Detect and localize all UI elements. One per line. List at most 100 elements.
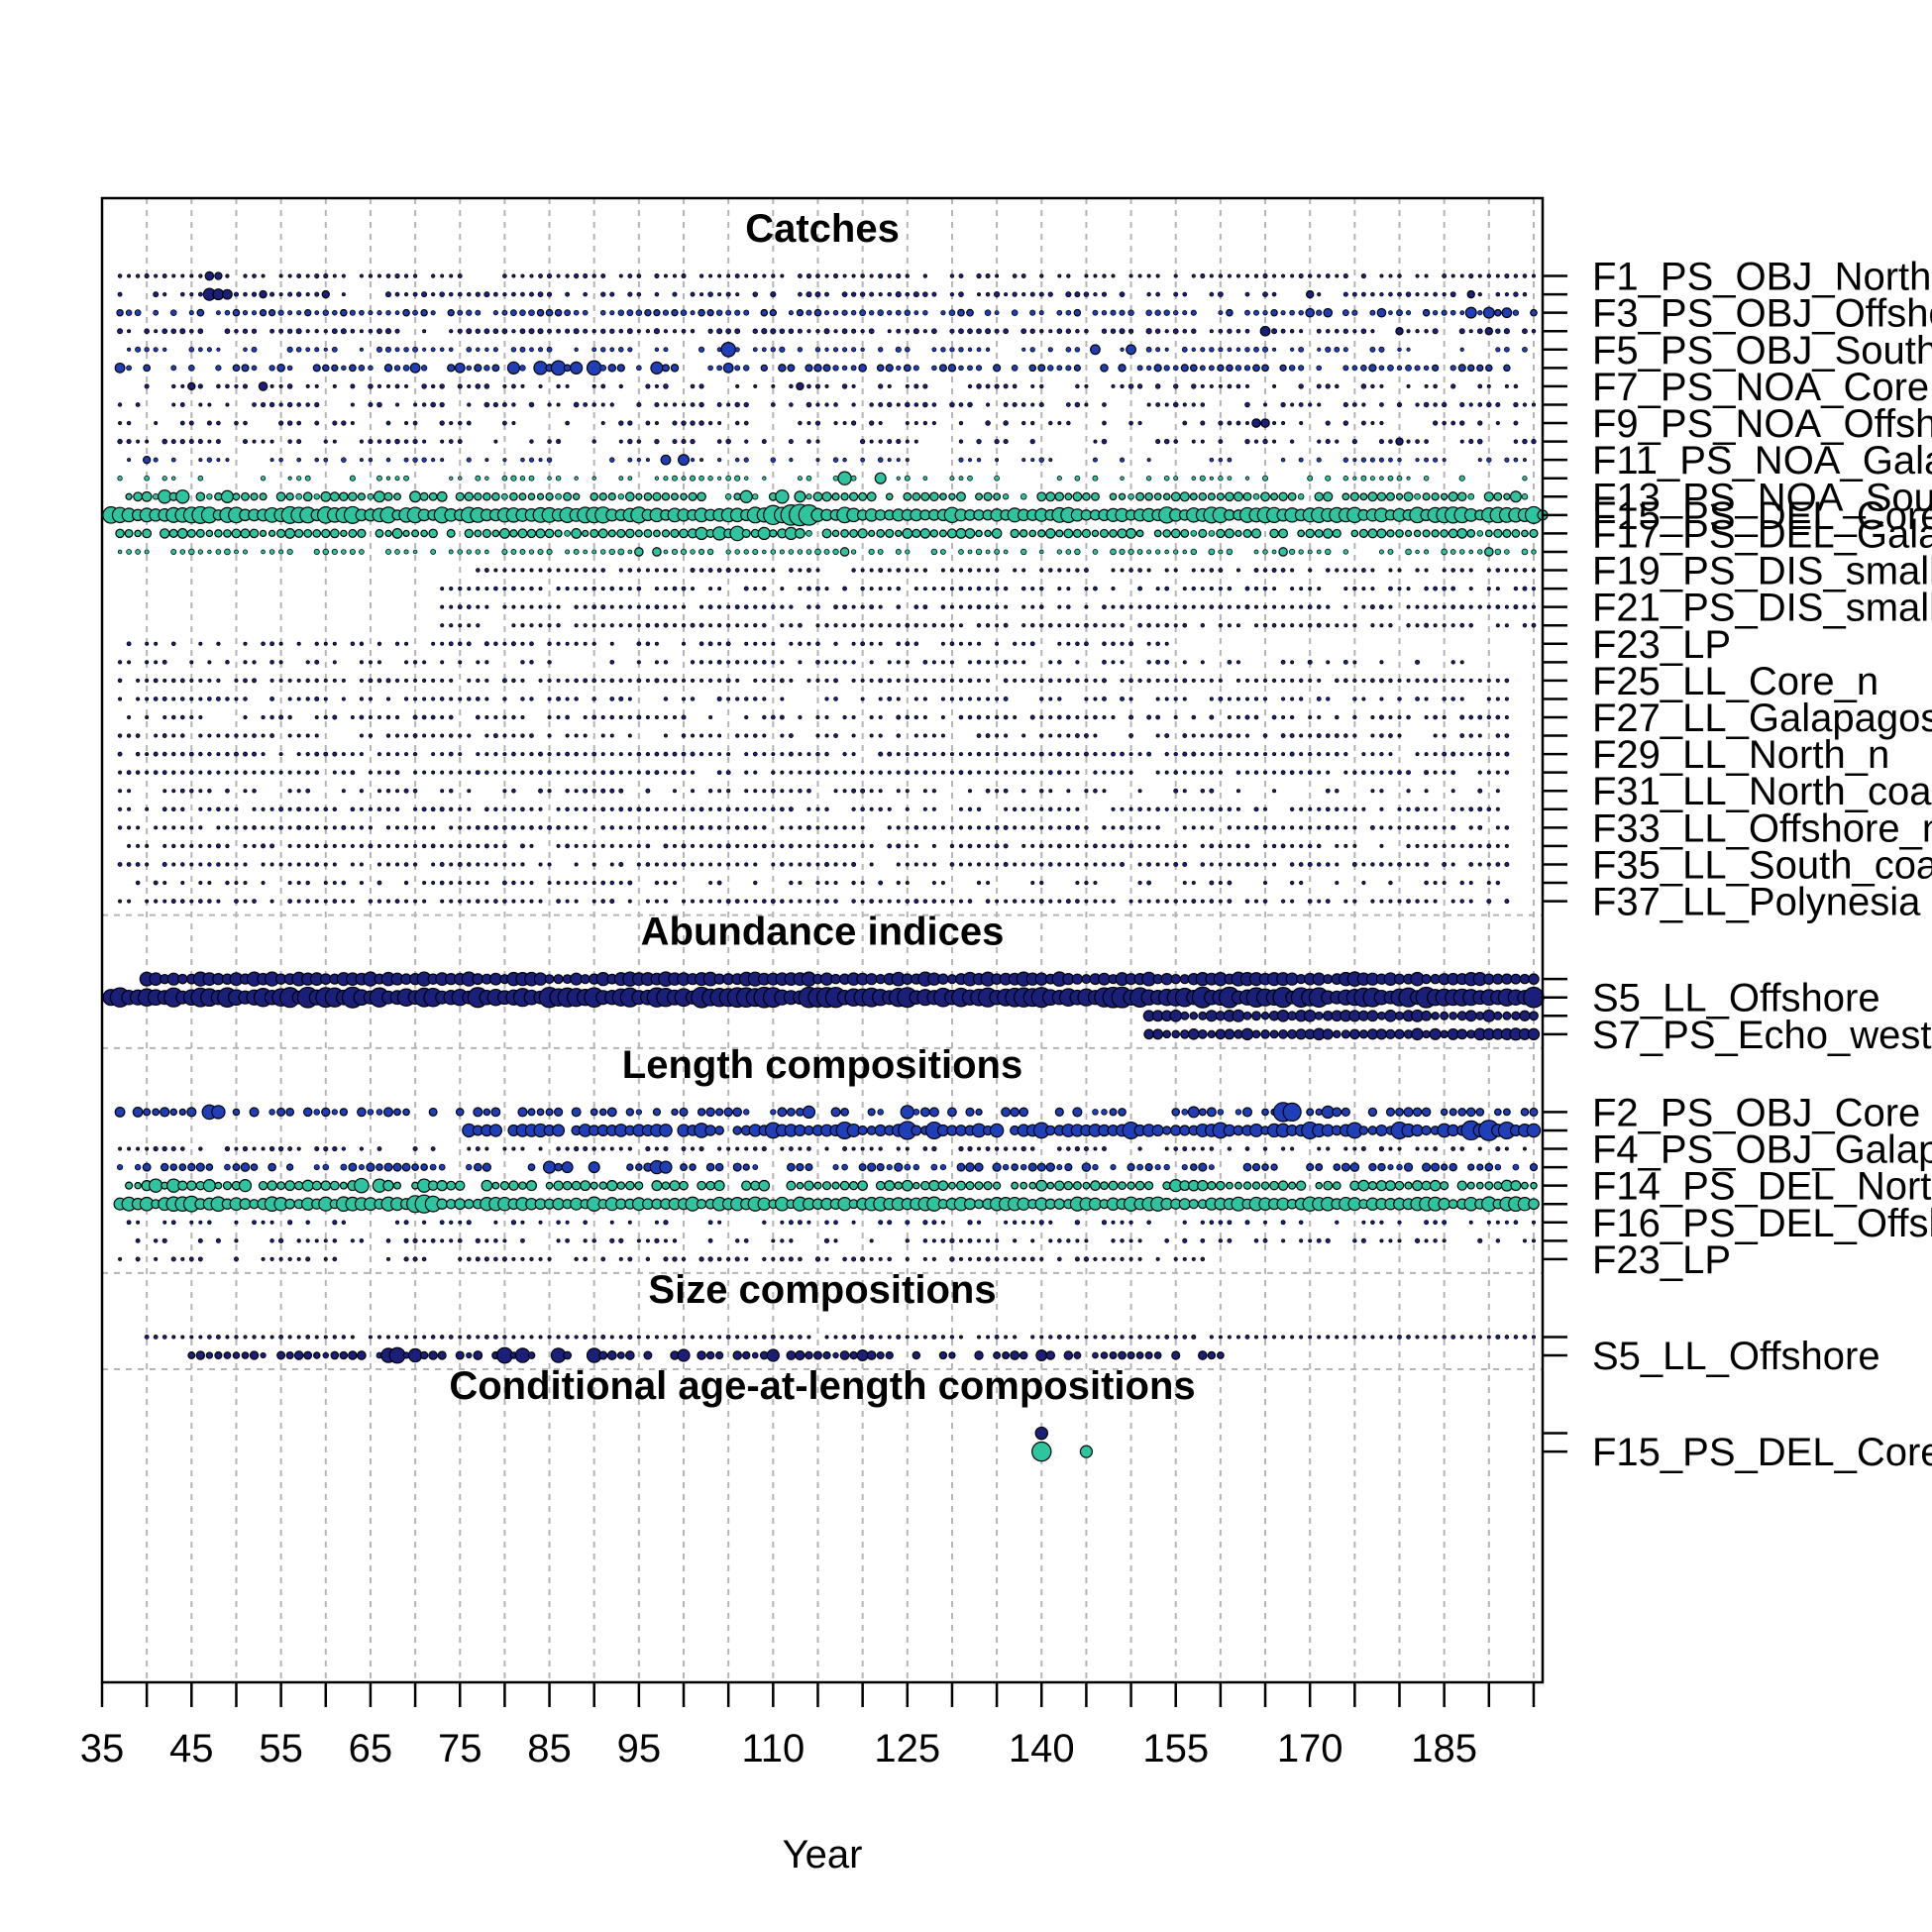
data-point [547, 568, 552, 573]
data-point [744, 1146, 749, 1151]
data-point [1422, 1029, 1431, 1039]
data-point [1387, 549, 1394, 555]
data-point [1101, 438, 1108, 445]
data-point [717, 678, 722, 684]
data-point [654, 291, 660, 297]
data-point [1467, 1163, 1475, 1171]
data-point [842, 273, 847, 278]
data-point [626, 1163, 634, 1171]
data-point [707, 476, 713, 482]
data-point [547, 733, 552, 738]
data-point [394, 549, 400, 555]
data-point [1377, 1011, 1386, 1020]
data-point [493, 806, 498, 811]
data-point [529, 806, 534, 811]
data-point [252, 273, 257, 278]
data-point [1450, 806, 1455, 812]
data-point [947, 1107, 957, 1118]
data-point [1154, 383, 1161, 389]
data-point [1442, 604, 1447, 609]
data-point [654, 660, 659, 665]
data-point [1146, 862, 1152, 867]
data-point [940, 770, 945, 775]
data-point [421, 402, 427, 407]
data-point [1433, 623, 1438, 628]
data-point [224, 548, 231, 556]
data-point [931, 678, 936, 683]
data-point [458, 843, 463, 848]
data-point [421, 714, 427, 720]
data-point [1484, 529, 1493, 538]
data-point [215, 549, 222, 555]
data-point [1433, 402, 1438, 407]
data-point [1299, 733, 1304, 738]
data-point [223, 529, 232, 538]
data-point [869, 604, 875, 610]
data-point [135, 770, 141, 775]
data-point [243, 862, 248, 867]
data-point [681, 439, 687, 445]
data-point [574, 843, 579, 848]
data-point [627, 549, 633, 555]
data-point [940, 715, 945, 720]
data-point [502, 899, 507, 904]
data-point [896, 458, 901, 463]
data-point [180, 825, 185, 830]
data-point [153, 347, 159, 353]
data-point [1084, 880, 1089, 886]
data-point [1406, 806, 1411, 812]
data-point [574, 697, 579, 701]
data-point [851, 660, 856, 665]
data-point [627, 347, 633, 353]
data-point [546, 457, 553, 463]
data-point [913, 843, 918, 848]
data-point [1450, 697, 1455, 701]
data-point [1209, 825, 1214, 830]
data-point [789, 383, 794, 389]
data-point [1308, 733, 1313, 738]
data-point [580, 1180, 591, 1192]
data-point [1244, 697, 1249, 701]
data-point [1004, 806, 1009, 811]
data-point [1180, 1029, 1190, 1039]
data-point [1367, 528, 1378, 539]
data-point [1343, 568, 1348, 573]
data-point [565, 678, 570, 683]
data-point [842, 457, 847, 463]
data-point [376, 715, 381, 720]
data-point [261, 843, 267, 849]
data-point [573, 328, 580, 335]
data-point [1433, 825, 1438, 830]
data-point [860, 770, 865, 775]
data-point [1065, 309, 1072, 316]
data-point [814, 347, 821, 353]
data-point [1278, 547, 1288, 557]
data-point [278, 273, 283, 278]
data-point [1171, 1029, 1181, 1039]
data-point [1468, 825, 1473, 830]
data-point [1352, 586, 1357, 591]
data-point [866, 491, 877, 502]
data-point [296, 273, 302, 279]
data-point [1155, 714, 1161, 720]
data-point [913, 641, 919, 647]
data-point [896, 476, 901, 481]
data-point [1504, 604, 1509, 609]
data-point [1299, 825, 1304, 830]
data-point [798, 273, 803, 278]
data-point [905, 273, 910, 278]
data-point [681, 1146, 687, 1151]
data-point [929, 491, 939, 502]
data-point [722, 362, 734, 374]
data-point [842, 714, 847, 720]
data-point [1335, 806, 1340, 811]
data-point [1181, 1164, 1188, 1171]
data-point [439, 697, 445, 701]
data-point [1155, 697, 1160, 701]
data-point [127, 715, 132, 720]
data-point [1352, 714, 1357, 720]
data-point [556, 568, 561, 573]
data-point [118, 421, 123, 426]
data-point [296, 310, 302, 316]
